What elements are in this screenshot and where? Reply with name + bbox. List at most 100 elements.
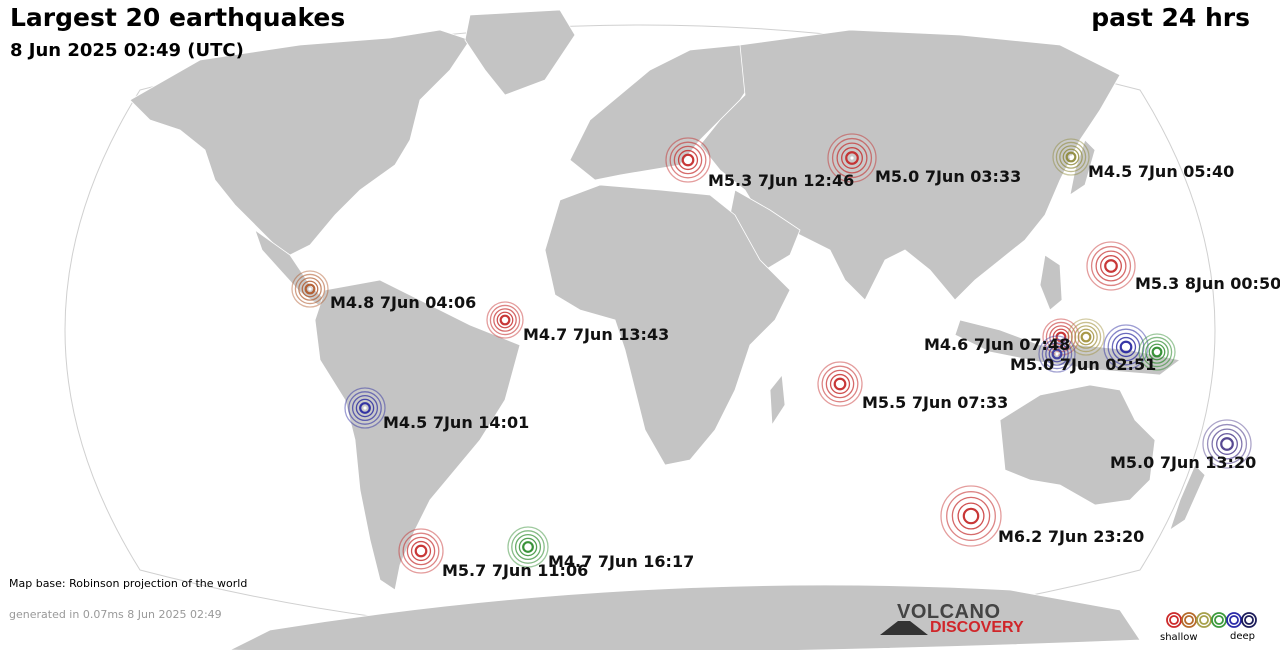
earthquake-marker[interactable] xyxy=(1138,333,1176,371)
earthquake-ring xyxy=(518,537,538,557)
earthquake-ring xyxy=(681,153,695,167)
earthquake-center xyxy=(1069,155,1073,159)
earthquake-ring xyxy=(1051,348,1063,360)
depth-legend-rings xyxy=(1166,612,1257,628)
land-australia xyxy=(999,384,1156,506)
legend-ring xyxy=(1241,612,1257,628)
earthquake-marker[interactable] xyxy=(344,387,386,429)
land-philippines xyxy=(1039,254,1063,311)
earthquake-marker[interactable] xyxy=(817,361,863,407)
earthquake-center xyxy=(308,287,312,291)
earthquake-ring xyxy=(831,137,873,179)
earthquake-label: M6.2 7Jun 23:20 xyxy=(998,527,1144,546)
earthquake-marker[interactable] xyxy=(1067,318,1105,356)
earthquake-marker[interactable] xyxy=(940,485,1002,547)
earthquake-label: M4.8 7Jun 04:06 xyxy=(330,293,476,312)
earthquake-ring xyxy=(294,273,326,305)
earthquake-center xyxy=(838,382,842,386)
legend-ring xyxy=(1181,612,1197,628)
legend-ring xyxy=(1166,612,1182,628)
time-period: past 24 hrs xyxy=(1091,3,1250,32)
earthquake-center xyxy=(1124,345,1128,349)
earthquake-label: M5.7 7Jun 11:06 xyxy=(442,561,588,580)
earthquake-center xyxy=(503,318,507,322)
legend-ring xyxy=(1214,615,1224,625)
earthquake-ring xyxy=(1055,141,1087,173)
legend-ring xyxy=(1244,615,1254,625)
earthquake-marker[interactable] xyxy=(1038,335,1076,373)
earthquake-ring xyxy=(1070,321,1102,353)
land-asia xyxy=(699,29,1121,301)
earthquake-ring xyxy=(951,496,991,536)
earthquake-ring xyxy=(1211,428,1243,460)
legend-shallow-label: shallow xyxy=(1160,632,1198,643)
earthquake-marker[interactable] xyxy=(1086,241,1136,291)
earthquake-ring xyxy=(301,280,319,298)
map-title: Largest 20 earthquakes xyxy=(10,3,346,32)
earthquake-ring xyxy=(1148,343,1166,361)
earthquake-ring xyxy=(1100,255,1122,277)
earthquake-label: M5.0 7Jun 03:33 xyxy=(875,167,1021,186)
earthquake-ring xyxy=(1045,342,1069,366)
earthquake-ring xyxy=(677,149,699,171)
land-north-america xyxy=(129,29,471,256)
land-indonesia xyxy=(954,319,1181,376)
map-datetime: 8 Jun 2025 02:49 (UTC) xyxy=(10,40,244,61)
earthquake-center xyxy=(1084,335,1088,339)
earthquake-label: M5.3 7Jun 12:46 xyxy=(708,171,854,190)
earthquake-label: M5.5 7Jun 07:33 xyxy=(862,393,1008,412)
earthquake-ring xyxy=(1065,151,1077,163)
earthquake-center xyxy=(363,406,367,410)
logo-text-discovery: DISCOVERY xyxy=(930,619,1024,636)
earthquake-center xyxy=(1225,442,1229,446)
earthquake-marker[interactable] xyxy=(486,301,524,339)
earthquake-marker[interactable] xyxy=(507,526,549,568)
earthquake-ring xyxy=(1041,338,1073,370)
earthquake-marker[interactable] xyxy=(291,270,329,308)
earthquake-ring xyxy=(1048,345,1066,363)
earthquake-ring xyxy=(1115,336,1137,358)
earthquake-marker[interactable] xyxy=(665,137,711,183)
earthquake-ring xyxy=(1080,331,1092,343)
earthquake-ring xyxy=(406,536,436,566)
earthquake-ring xyxy=(489,304,521,336)
earthquake-ring xyxy=(1111,332,1141,362)
earthquake-center xyxy=(1155,350,1159,354)
land-new-zealand xyxy=(1169,464,1206,531)
legend-ring xyxy=(1184,615,1194,625)
earthquake-ring xyxy=(304,283,316,295)
earthquake-label: M4.6 7Jun 07:48 xyxy=(924,335,1070,354)
earthquake-marker[interactable] xyxy=(827,133,877,183)
volcano-discovery-logo[interactable]: VOLCANO DISCOVERY xyxy=(880,601,1040,643)
earthquake-label: M4.7 7Jun 16:17 xyxy=(548,552,694,571)
earthquake-ring xyxy=(1059,145,1083,169)
earthquake-center xyxy=(1059,335,1063,339)
earthquake-ring xyxy=(1145,340,1169,364)
earthquake-ring xyxy=(414,544,428,558)
earthquake-label: M4.5 7Jun 05:40 xyxy=(1088,162,1234,181)
earthquake-ring xyxy=(499,314,511,326)
earthquake-marker[interactable] xyxy=(1042,318,1080,356)
earthquake-ring xyxy=(669,141,707,179)
earthquake-marker[interactable] xyxy=(398,528,444,574)
earthquake-ring xyxy=(1119,340,1133,354)
earthquake-center xyxy=(419,549,423,553)
earthquake-marker[interactable] xyxy=(1202,419,1252,469)
earthquake-ring xyxy=(348,391,382,425)
earthquake-ring xyxy=(833,377,847,391)
earthquake-label: M4.7 7Jun 13:43 xyxy=(523,325,669,344)
earthquake-ring xyxy=(402,532,440,570)
earthquake-ring xyxy=(359,402,371,414)
earthquake-ring xyxy=(841,147,863,169)
earthquake-center xyxy=(686,158,690,162)
earthquake-label: M5.0 7Jun 02:51 xyxy=(1010,355,1156,374)
earthquake-marker[interactable] xyxy=(1052,138,1090,176)
earthquake-ring xyxy=(1074,325,1098,349)
logo-text-volcano: VOLCANO xyxy=(897,601,1001,623)
earthquake-ring xyxy=(957,502,985,530)
earthquake-markers: M5.3 7Jun 12:46 M5.0 7Jun 03:33 M4.5 7Jun … xyxy=(291,133,1280,580)
earthquake-center xyxy=(969,514,973,518)
earthquake-ring xyxy=(355,398,375,418)
